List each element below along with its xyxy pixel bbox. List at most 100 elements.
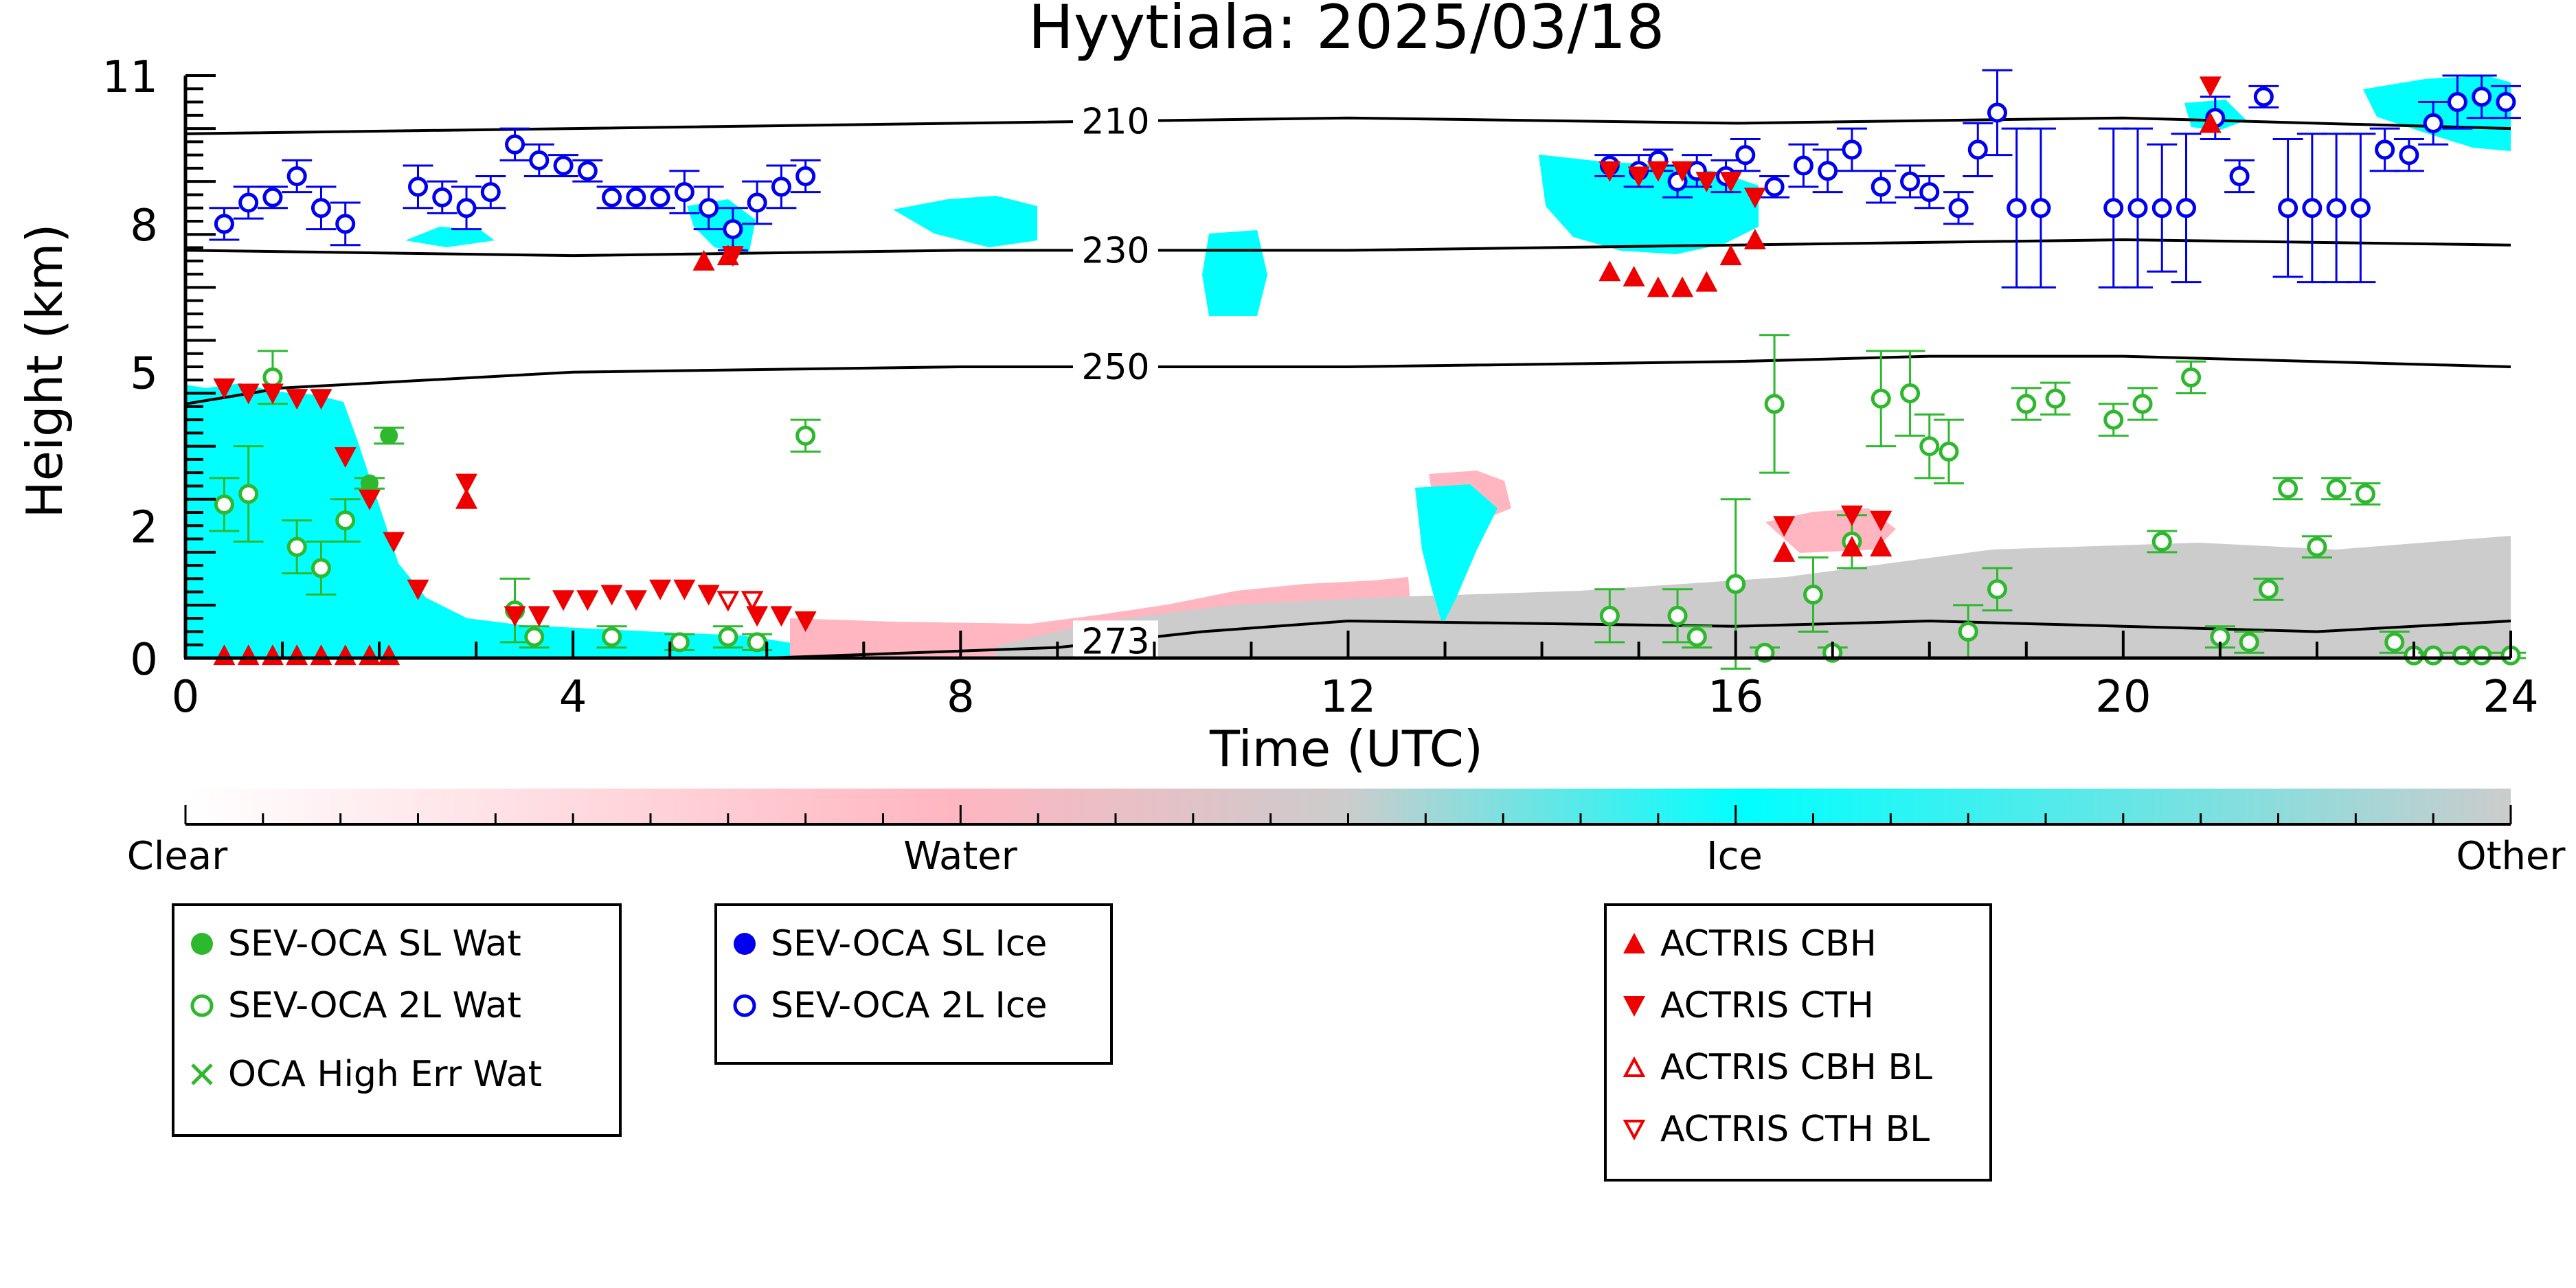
actris-cbh-point — [1840, 536, 1863, 557]
sev-oca-2l-ice-point — [262, 187, 283, 207]
legend-water: SEV-OCA SL Wat SEV-OCA 2L Wat OCA High E… — [172, 903, 622, 1137]
sev-oca-2l-ice-point — [602, 187, 622, 207]
actris-cbh-point — [1695, 271, 1718, 292]
actris-cth-point — [383, 532, 405, 553]
isotherm-label-bg — [1073, 100, 1158, 142]
actris-cbh-point — [1623, 265, 1645, 286]
sev-oca-2l-wat-point — [2307, 536, 2327, 557]
actris-cth-point — [1647, 161, 1669, 182]
sev-oca-2l-wat-point — [2278, 478, 2298, 499]
isotherm-label-230: 230 — [1081, 230, 1149, 271]
actris-cth-point — [2199, 76, 2222, 98]
open-triangle-up-icon — [1620, 1054, 1648, 1081]
sev-oca-2l-ice-point — [1793, 155, 1814, 176]
isotherm-label-bg — [1073, 229, 1158, 271]
triangle-up-icon — [1620, 930, 1648, 958]
x-axis-ticks: 0 4 8 12 16 20 24 — [172, 631, 2539, 723]
legend-item-oca-high-err-wat: OCA High Err Wat — [188, 1050, 542, 1098]
sev-oca-2l-wat-point — [747, 632, 767, 653]
data-markers — [209, 69, 2526, 670]
sev-oca-2l-ice-point — [626, 187, 646, 207]
sev-oca-2l-ice-point — [674, 182, 694, 203]
sev-oca-2l-wat-point — [286, 536, 307, 557]
y-tick-label: 2 — [130, 502, 158, 553]
actris-cth-point — [770, 606, 793, 627]
actris-cth-point — [334, 447, 357, 468]
sev-oca-2l-ice-point — [2007, 198, 2027, 218]
sev-oca-2l-wat-point — [238, 484, 259, 504]
legend-label: SEV-OCA 2L Wat — [228, 985, 521, 1026]
sev-oca-2l-ice-point — [2176, 198, 2197, 218]
actris-cth-bl-point — [741, 591, 764, 612]
legend-item-actris-cbh-bl: ACTRIS CBH BL — [1620, 1043, 1932, 1092]
sev-oca-2l-ice-point — [1987, 102, 2007, 123]
actris-cth-point — [1695, 172, 1718, 193]
sev-oca-2l-wat-point — [1667, 605, 1688, 626]
actris-cbh-point — [2199, 112, 2222, 133]
actris-cth-point — [1598, 161, 1621, 182]
legend-label: ACTRIS CBH — [1660, 923, 1877, 964]
actris-cth-point — [261, 383, 284, 405]
actris-cth-point — [1671, 161, 1694, 182]
actris-cth-point — [286, 389, 308, 410]
sev-oca-2l-ice-point — [238, 192, 259, 213]
x-tick-label: 8 — [947, 672, 975, 723]
sev-oca-2l-wat-point — [2103, 409, 2124, 430]
actris-cth-point — [552, 590, 575, 611]
actris-cbh-point — [358, 644, 381, 666]
sev-oca-2l-ice-point — [2447, 92, 2467, 113]
y-axis-ticks: 0 2 5 8 11 — [102, 52, 216, 686]
y-tick-label: 11 — [102, 52, 158, 103]
actris-cbh-point — [455, 488, 478, 509]
sev-oca-2l-ice-point — [2151, 198, 2172, 218]
sev-oca-2l-wat-point — [1987, 579, 2007, 600]
legend-actris: ACTRIS CBH ACTRIS CTH ACTRIS CBH BL ACTR… — [1604, 903, 1992, 1182]
sev-oca-2l-ice-point — [1948, 198, 1969, 218]
actris-cth-point — [746, 606, 769, 627]
sev-oca-2l-ice-point — [335, 214, 356, 234]
sev-oca-2l-wat-point — [2181, 367, 2202, 387]
sev-oca-2l-wat-point — [1958, 621, 1978, 642]
sev-oca-2l-wat-point — [2258, 579, 2279, 600]
legend-item-sev-oca-sl-wat: SEV-OCA SL Wat — [188, 920, 521, 968]
x-axis-label: Time (UTC) — [1209, 720, 1483, 778]
colorbar-label-ice: Ice — [1706, 834, 1763, 879]
sev-oca-2l-wat-point — [1939, 441, 1959, 462]
legend-label: ACTRIS CBH BL — [1660, 1047, 1932, 1088]
actris-cth-point — [1870, 510, 1893, 532]
chart-title: Hyytiala: 2025/03/18 — [1028, 0, 1664, 63]
legend-label: OCA High Err Wat — [228, 1054, 542, 1095]
sev-oca-2l-wat-point — [718, 626, 738, 647]
x-tick-label: 24 — [2483, 672, 2538, 723]
sev-oca-2l-ice-point — [2127, 198, 2148, 218]
legend-label: SEV-OCA 2L Ice — [771, 985, 1048, 1026]
sev-oca-2l-ice-point — [408, 177, 428, 197]
actris-cth-point — [697, 585, 720, 606]
sev-oca-2l-wat-point — [524, 626, 545, 647]
sev-oca-2l-wat-point — [2151, 531, 2172, 552]
triangle-down-icon — [1620, 992, 1648, 1019]
x-mark-icon — [188, 1061, 216, 1088]
isotherm-label-bg — [1073, 620, 1158, 662]
sev-oca-2l-ice-point — [310, 198, 331, 218]
actris-cth-point — [1840, 505, 1863, 526]
sev-oca-2l-ice-point — [795, 166, 816, 186]
isotherm-label-250: 250 — [1081, 347, 1149, 388]
ice-patch-13h — [1415, 484, 1498, 625]
actris-cbh-point — [1773, 541, 1796, 562]
legend-item-actris-cth-bl: ACTRIS CTH BL — [1620, 1105, 1930, 1153]
filled-circle-icon — [188, 930, 216, 958]
sev-oca-2l-ice-point — [2031, 198, 2051, 218]
sev-oca-2l-ice-point — [480, 182, 501, 203]
sev-oca-2l-ice-point — [577, 161, 598, 181]
legend-label: ACTRIS CTH BL — [1660, 1109, 1930, 1150]
y-axis-label: Height (km) — [16, 224, 74, 519]
legend-item-sev-oca-sl-ice: SEV-OCA SL Ice — [731, 920, 1047, 968]
actris-cth-point — [1627, 166, 1650, 188]
sev-oca-2l-ice-point — [553, 155, 574, 176]
actris-cbh-point — [286, 644, 308, 666]
sev-oca-2l-ice-point — [2472, 87, 2492, 107]
actris-cth-point — [528, 606, 550, 627]
sev-oca-2l-wat-point — [2423, 645, 2443, 666]
